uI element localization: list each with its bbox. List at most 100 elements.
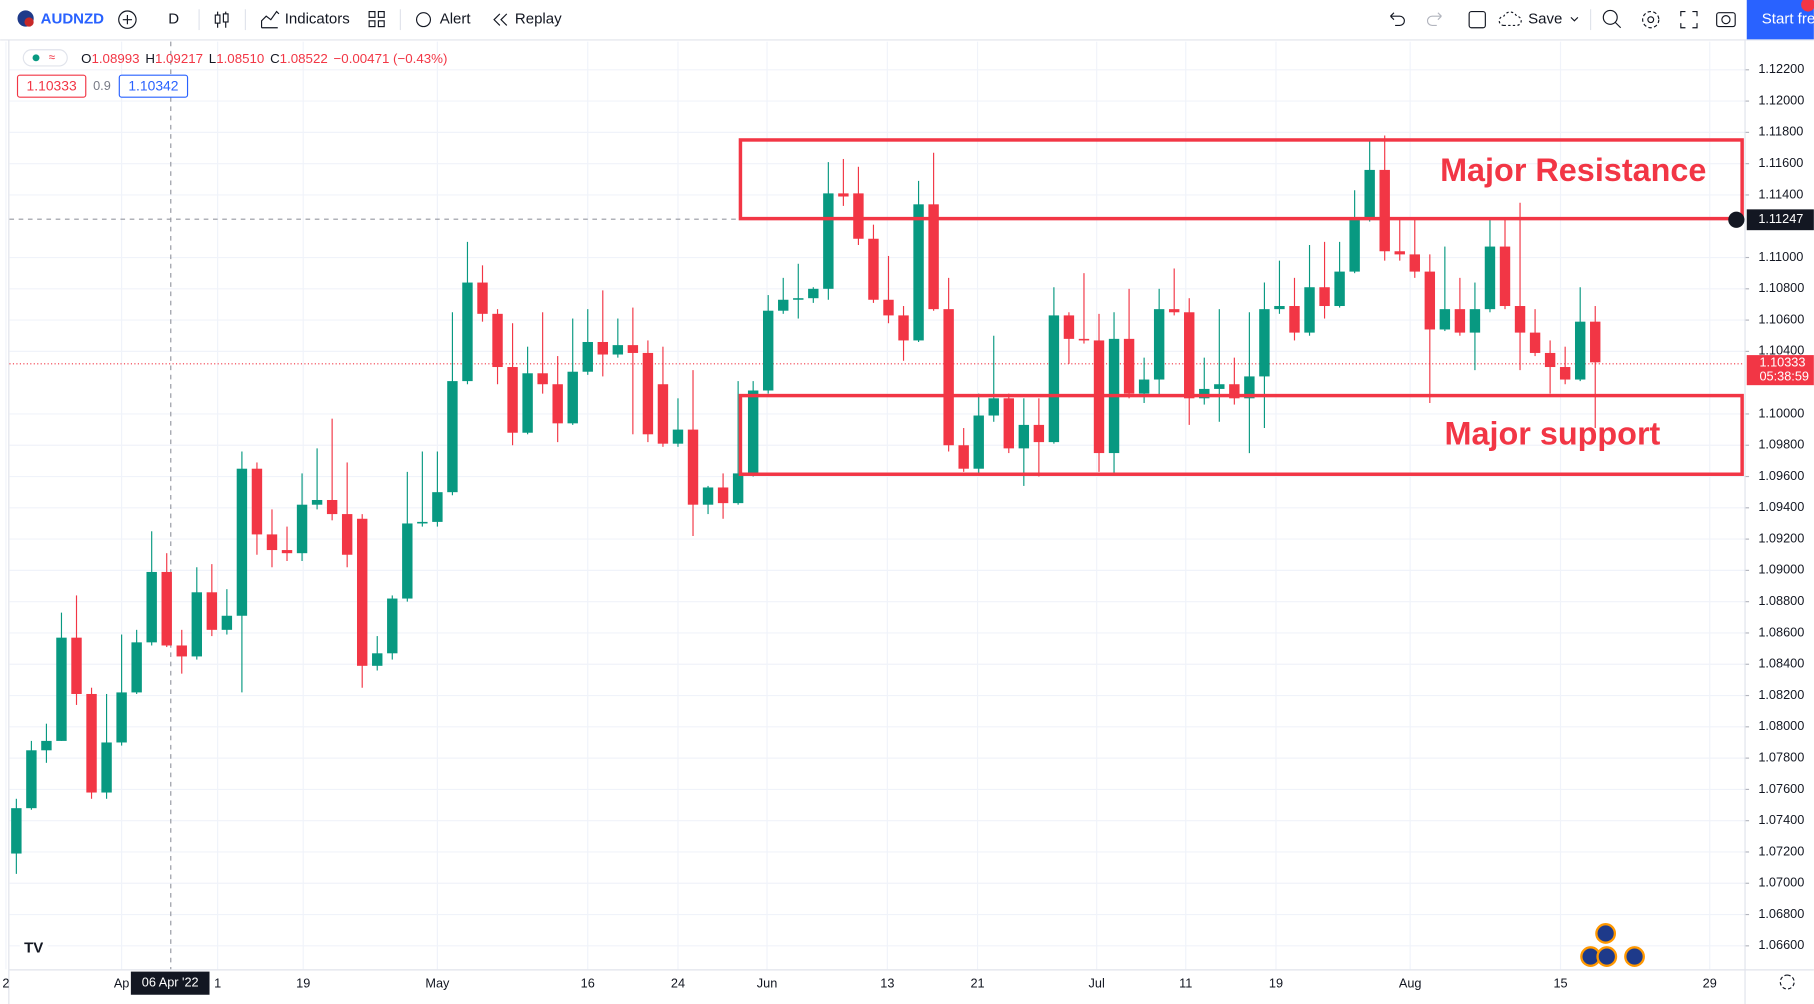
templates[interactable]: [368, 10, 385, 28]
candle-body: [567, 371, 578, 424]
redo[interactable]: [1426, 12, 1442, 27]
save-button[interactable]: Save: [1528, 11, 1562, 28]
candle-body: [1033, 424, 1045, 443]
x-tick-label: 1: [214, 976, 221, 991]
countdown: 05:38:59: [1759, 368, 1809, 383]
x-tick-label: Jul: [1089, 976, 1105, 991]
y-tick-label: 1.11800: [1758, 124, 1803, 139]
y-tick-label: 1.06600: [1758, 937, 1804, 952]
settings[interactable]: [1642, 10, 1660, 29]
candle-body: [417, 521, 428, 524]
crosshair-add: [1728, 211, 1745, 228]
ohlc-value: 1.09217: [155, 51, 203, 66]
candle-body: [1514, 306, 1526, 333]
ohlc-value: −0.00471 (−0.43%): [334, 51, 448, 66]
tv-logo[interactable]: [19, 934, 48, 961]
y-tick-label: 1.08000: [1758, 718, 1804, 733]
y-tick-label: 1.09200: [1758, 530, 1804, 545]
candle-body: [1244, 376, 1255, 399]
indicators-button[interactable]: Indicators: [285, 11, 350, 28]
candle-body: [762, 310, 774, 391]
candle-body: [146, 571, 157, 643]
settings-icon: [1647, 16, 1655, 24]
annotation: Major Resistance: [1440, 152, 1706, 188]
candle-body: [1379, 169, 1390, 252]
y-tick-label: 1.09800: [1758, 437, 1804, 452]
support-zone: [738, 393, 1744, 476]
candle-body: [1003, 398, 1014, 449]
axis-settings[interactable]: [1779, 974, 1795, 990]
candle-body: [131, 642, 142, 693]
crosshair-date-box: [130, 971, 210, 995]
candle-body: [176, 645, 187, 657]
search-icon: [1614, 21, 1622, 29]
candle-body: [537, 373, 548, 385]
snapshot[interactable]: [1716, 12, 1736, 28]
candle-body: [1574, 321, 1586, 380]
candle-body: [747, 390, 759, 474]
candle-body: [387, 598, 398, 654]
candle-body: [1274, 306, 1285, 310]
annotation: Major support: [1445, 416, 1661, 452]
x-tick-label: 19: [1269, 976, 1283, 991]
interval[interactable]: D: [168, 11, 179, 28]
candle-body: [958, 445, 969, 469]
alert-button[interactable]: Alert: [440, 11, 472, 28]
crosshair-price: 1.11247: [1758, 211, 1803, 226]
candle-body: [1168, 309, 1180, 313]
candle-body: [1590, 321, 1601, 363]
last-price-box: [1746, 355, 1814, 386]
fullscreen[interactable]: [1680, 10, 1698, 29]
replay-button[interactable]: Replay: [515, 11, 562, 28]
ohlc-key: C: [270, 51, 280, 66]
candle-body: [928, 204, 939, 310]
x-tick-label: 2: [2, 976, 9, 991]
y-tick-label: 1.08800: [1758, 593, 1804, 608]
save-menu[interactable]: [1570, 16, 1579, 22]
candle-body: [221, 615, 233, 630]
event-icon: [1624, 946, 1645, 967]
x-tick-label: 16: [581, 976, 595, 991]
x-tick-label: 24: [671, 976, 685, 991]
candle-body: [1078, 338, 1090, 341]
candle-body: [883, 299, 894, 316]
candle-body: [477, 282, 488, 314]
y-tick-label: 1.07600: [1758, 781, 1804, 796]
candle-body: [1304, 287, 1315, 333]
candle-body: [492, 313, 503, 368]
sell-box[interactable]: [16, 74, 87, 98]
search[interactable]: [1602, 9, 1618, 25]
candle-body: [657, 384, 669, 444]
candle-body: [1544, 352, 1556, 368]
candle-body: [717, 487, 729, 504]
undo[interactable]: [1390, 12, 1405, 27]
candle-body: [687, 429, 699, 505]
candle-body: [326, 499, 338, 515]
candle-body: [1439, 309, 1451, 330]
candle-body: [1123, 338, 1135, 394]
candle-body: [191, 592, 203, 657]
crosshair-price-box: [1746, 209, 1814, 231]
x-tick-label: 21: [970, 976, 984, 991]
candle-body: [808, 288, 819, 299]
candle-body: [1018, 424, 1030, 449]
candle-body: [462, 282, 473, 382]
y-tick-label: 1.10000: [1758, 405, 1804, 420]
candle-body: [1499, 246, 1511, 307]
buy-box[interactable]: [118, 74, 189, 98]
candle-body: [1454, 309, 1466, 333]
toolbar: [0, 0, 1814, 40]
layout[interactable]: [1468, 10, 1486, 29]
ohlc-key: H: [145, 51, 155, 66]
candle-body: [11, 808, 22, 854]
candle-body: [522, 373, 533, 433]
y-tick-label: 1.08200: [1758, 687, 1804, 702]
symbol[interactable]: AUDNZD: [41, 11, 105, 28]
y-tick-label: 1.08400: [1758, 656, 1804, 671]
candle-body: [447, 381, 458, 493]
ohlc-legend: O1.08993 H1.09217 L1.08510 C1.08522 −0.00471…: [81, 51, 447, 66]
add-symbol[interactable]: [118, 10, 137, 29]
